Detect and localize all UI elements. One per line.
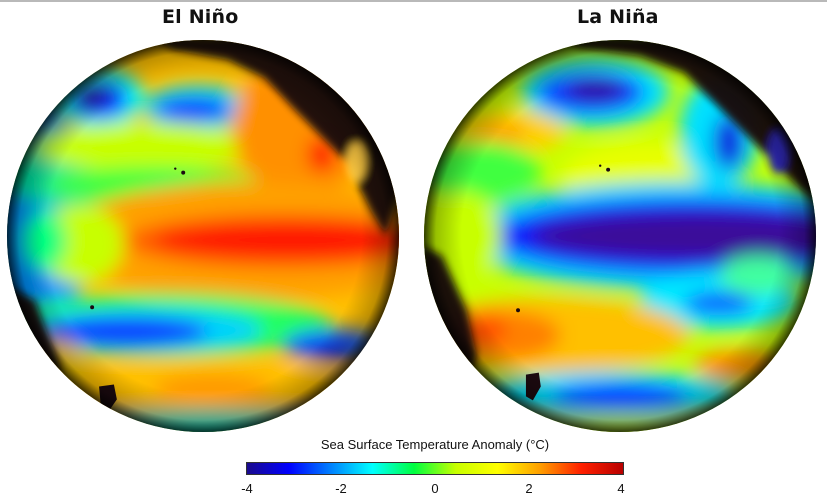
tick-label: -2 [335, 481, 347, 496]
la-nina-globe [423, 39, 817, 433]
el-nino-title: El Niño [162, 6, 239, 28]
el-nino-globe [6, 39, 400, 433]
tick-label: 2 [525, 481, 533, 496]
colorbar-title: Sea Surface Temperature Anomaly (°C) [320, 437, 550, 452]
tick-label: 4 [617, 481, 625, 496]
tick-label: 0 [431, 481, 439, 496]
la-nina-title: La Niña [577, 6, 659, 28]
top-border [0, 0, 827, 2]
tick-label: -4 [241, 481, 253, 496]
colorbar [246, 462, 624, 475]
